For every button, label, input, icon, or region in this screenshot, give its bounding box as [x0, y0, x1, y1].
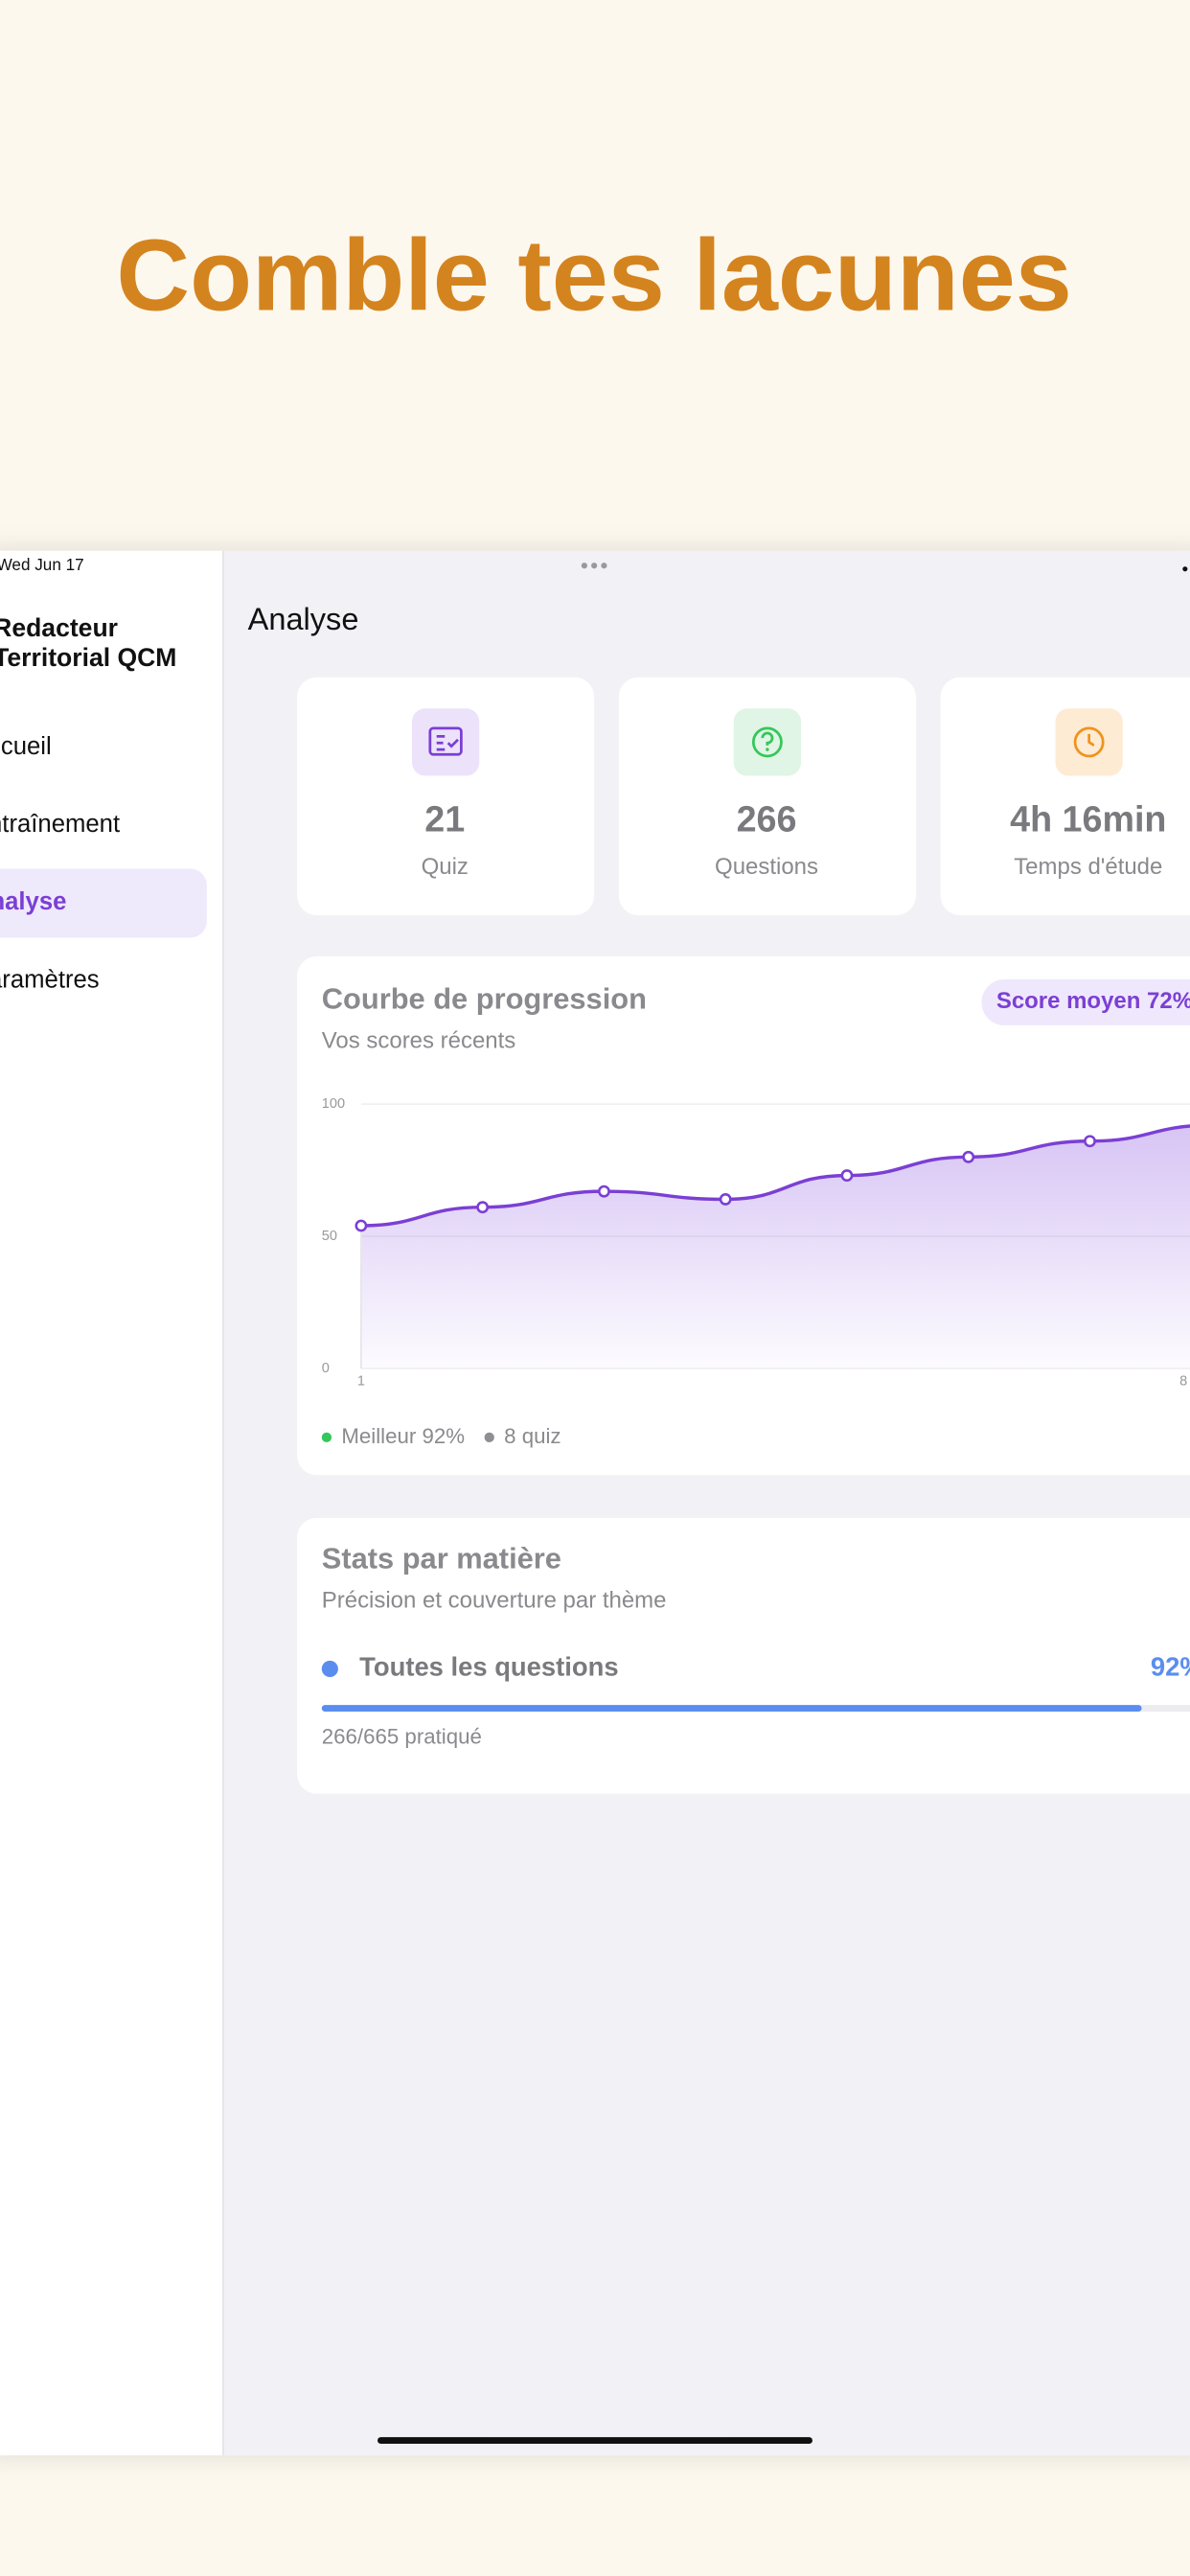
y-tick-label: 50 [322, 1229, 337, 1244]
subject-accuracy: 92% [1151, 1652, 1190, 1682]
subject-name: Toutes les questions [359, 1652, 618, 1682]
badge: Score moyen 72% [996, 988, 1190, 1014]
nav-highlight [0, 868, 207, 938]
stat-value: 266 [737, 798, 797, 839]
stat-label: Quiz [422, 854, 469, 880]
legend-dot [484, 1432, 494, 1443]
card-subtitle: Précision et couverture par thème [322, 1588, 667, 1614]
subject-detail: 266/665 pratiqué [322, 1724, 482, 1748]
stat-card: 266 Questions [618, 677, 916, 916]
legend-dot [321, 1432, 332, 1443]
card-title: Courbe de progression [322, 981, 647, 1015]
nav-item[interactable]: Analyse [0, 888, 66, 915]
stat-label: Temps d'étude [1014, 854, 1162, 880]
status-icon [1182, 566, 1188, 572]
app-title: Territorial QCM [0, 643, 176, 672]
point [1084, 1135, 1096, 1148]
subject-dot [321, 1660, 338, 1678]
line [360, 1124, 1190, 1228]
point [719, 1192, 732, 1206]
sidebar [0, 550, 223, 2456]
x-tick-label: 1 [357, 1373, 365, 1389]
headline: Comble tes lacunes [116, 218, 1071, 333]
area [360, 1126, 1190, 1368]
stat-label: Questions [715, 854, 818, 880]
point [355, 1219, 368, 1232]
home-indicator [378, 2437, 812, 2445]
multitask-dots [581, 563, 607, 569]
nav: Accueil Entraînement Analyse Paramètres [0, 733, 207, 993]
point [597, 1184, 610, 1198]
legend-label: Meilleur 92% [341, 1424, 465, 1448]
subjects-card: Stats par matière Précision et couvertur… [297, 1517, 1190, 1794]
card-title: Stats par matière [322, 1542, 561, 1576]
app-title: Redacteur [0, 613, 118, 642]
point [840, 1169, 854, 1183]
nav-item[interactable]: Entraînement [0, 811, 120, 838]
stat-card: 4h 16min Temps d'étude [940, 677, 1190, 916]
stat-value: 21 [424, 798, 465, 839]
point [476, 1201, 490, 1214]
device-screen: Wed Jun 17 Redacteur Territorial QCM Acc… [0, 550, 1190, 2456]
page-title: Analyse [248, 602, 359, 636]
legend-label: 8 quiz [504, 1424, 561, 1448]
stat-card: 21 Quiz [297, 677, 595, 916]
status-date: Wed Jun 17 [0, 555, 84, 574]
stat-value: 4h 16min [1010, 798, 1166, 839]
nav-item[interactable]: Accueil [0, 733, 52, 760]
card-subtitle: Vos scores récents [322, 1027, 516, 1053]
progress-bar [321, 1705, 1142, 1712]
point [962, 1150, 975, 1163]
y-tick-label: 100 [322, 1096, 345, 1112]
badge-bg [981, 978, 1190, 1025]
progress-card: Courbe de progression Vos scores récents… [297, 955, 1190, 1476]
nav-item[interactable]: Paramètres [0, 966, 100, 993]
y-tick-label: 0 [322, 1361, 330, 1376]
x-tick-label: 8 [1179, 1373, 1187, 1389]
